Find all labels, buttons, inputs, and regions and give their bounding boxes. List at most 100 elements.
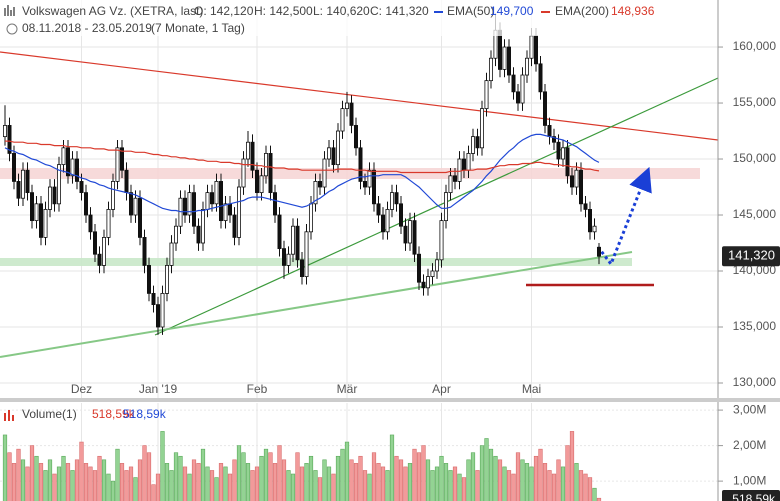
- candle-body: [236, 186, 241, 238]
- ema-line: [5, 140, 600, 174]
- ohlc-label: O: 142,120: [194, 4, 254, 18]
- volume-bar: [241, 452, 246, 501]
- candle-body: [525, 57, 530, 76]
- candle-body: [272, 192, 277, 216]
- candle-body: [326, 147, 331, 160]
- candle-body: [317, 181, 322, 188]
- candle-body: [588, 209, 593, 233]
- candle-body: [164, 265, 169, 294]
- candle-body: [111, 181, 116, 210]
- candle-body: [205, 192, 210, 210]
- candle-body: [20, 169, 25, 199]
- candle-body: [79, 181, 84, 194]
- ohlc-label: H: 142,500: [254, 4, 313, 18]
- volume-bar: [11, 463, 17, 501]
- candle-body: [457, 158, 462, 182]
- volume-bar: [367, 473, 372, 501]
- annotations: [0, 51, 718, 358]
- x-tick-label: Feb: [247, 382, 268, 396]
- candle-body: [142, 237, 147, 266]
- candle-body: [380, 214, 385, 233]
- candle-body: [425, 276, 430, 289]
- volume-bar: [25, 466, 30, 501]
- volume-bar: [268, 452, 273, 501]
- candle-body: [488, 57, 493, 82]
- candle-body: [448, 175, 453, 194]
- volume-bar: [493, 455, 498, 501]
- candle-body: [579, 169, 584, 205]
- y-tick-label: 150,000: [733, 151, 777, 165]
- candle-body: [25, 169, 30, 194]
- x-tick-label: Apr: [432, 382, 451, 396]
- candle-body: [34, 203, 39, 222]
- last-volume-box: [722, 490, 780, 501]
- candle-body: [173, 225, 178, 244]
- volume-bar: [398, 459, 404, 501]
- axes: 130,000 135,000 140,000 145,000 150,000 155,0…: [71, 39, 780, 501]
- candle-body: [394, 192, 399, 205]
- candle-body: [88, 214, 93, 233]
- clock-icon: [6, 23, 18, 35]
- y-tick-label: 145,000: [733, 207, 777, 221]
- volume-bar: [308, 455, 314, 501]
- volume-bar: [29, 445, 35, 501]
- chart-icon: [4, 5, 15, 16]
- volume-bar: [475, 470, 480, 501]
- volume-bar: [83, 463, 89, 501]
- candle-body: [29, 192, 34, 222]
- candle-body: [552, 136, 557, 143]
- price-panel: [3, 13, 602, 335]
- candle-body: [538, 63, 543, 93]
- candle-body: [263, 153, 268, 177]
- candle-body: [299, 259, 304, 278]
- x-tick-label: Mai: [522, 382, 541, 396]
- last-volume-label: 518,59k: [732, 492, 776, 501]
- volume-bar: [227, 473, 233, 501]
- volume-bar: [88, 466, 93, 501]
- period-note: (7 Monate, 1 Tag): [151, 21, 245, 35]
- volume-bar: [173, 452, 179, 501]
- candle-body: [137, 197, 142, 238]
- candle-body: [102, 237, 107, 266]
- volume-bar: [146, 452, 152, 501]
- volume-bar: [403, 466, 408, 501]
- volume-bar: [371, 452, 377, 501]
- candle-body: [556, 141, 561, 160]
- last-price-box: [722, 246, 780, 267]
- candle-body: [403, 225, 408, 244]
- candle-body: [511, 74, 516, 93]
- volume-bar: [38, 463, 44, 501]
- volume-bar: [506, 470, 512, 501]
- volume-bar: [353, 463, 359, 501]
- candle-body: [295, 225, 300, 261]
- header-bg: [0, 0, 700, 36]
- volume-bar: [529, 466, 534, 501]
- candle-body: [484, 80, 489, 110]
- volume-bar: [578, 470, 584, 501]
- grid: [0, 0, 718, 501]
- volume-bar: [484, 438, 489, 501]
- volume-bar: [160, 431, 165, 501]
- ema-line: [4, 133, 600, 213]
- candle-body: [196, 225, 201, 244]
- volume-bar: [412, 448, 417, 501]
- volume-bar: [488, 448, 494, 501]
- volume-bar: [187, 473, 192, 501]
- candle-body: [259, 175, 264, 194]
- candle-body: [389, 192, 394, 210]
- candle-body: [115, 147, 120, 182]
- volume-bar: [565, 445, 570, 501]
- candle-body: [358, 147, 363, 182]
- candle-body: [570, 175, 575, 188]
- header: Volkswagen AG Vz. (XETRA, last) O: 142,1…: [0, 0, 700, 36]
- volume-bar: [335, 455, 341, 501]
- volume-bar: [200, 448, 206, 501]
- volume-header: Volume(1) 518,59k 518,59k: [4, 407, 167, 421]
- candle-body: [443, 192, 448, 222]
- volume-bar: [394, 455, 399, 501]
- volume-bar: [457, 473, 462, 501]
- candle-body: [191, 192, 196, 227]
- volume-bar: [560, 466, 566, 501]
- volume-bar: [295, 452, 300, 501]
- y-tick-label: 2,00M: [733, 438, 766, 452]
